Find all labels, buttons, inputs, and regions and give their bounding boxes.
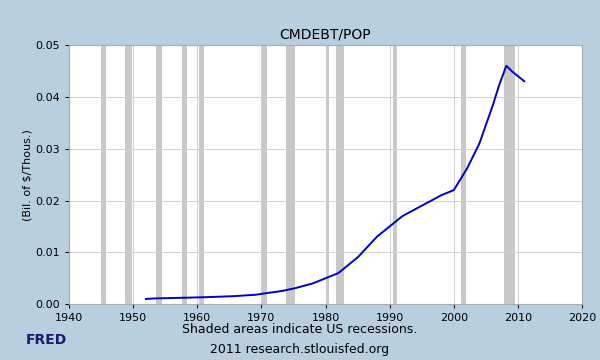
Bar	[261, 45, 267, 304]
Text: FRED: FRED	[26, 333, 67, 347]
Bar	[326, 45, 329, 304]
Text: 2011 research.stlouisfed.org: 2011 research.stlouisfed.org	[211, 343, 389, 356]
Bar	[101, 45, 106, 304]
Bar	[182, 45, 187, 304]
Bar	[155, 45, 162, 304]
Bar	[125, 45, 133, 304]
Y-axis label: (Bil. of $/Thous.): (Bil. of $/Thous.)	[22, 129, 32, 221]
Bar	[394, 45, 397, 304]
Bar	[199, 45, 205, 304]
Title: CMDEBT/POP: CMDEBT/POP	[280, 27, 371, 41]
Bar	[336, 45, 344, 304]
Bar	[461, 45, 466, 304]
Bar	[286, 45, 295, 304]
Bar	[505, 45, 515, 304]
Text: Shaded areas indicate US recessions.: Shaded areas indicate US recessions.	[182, 323, 418, 336]
